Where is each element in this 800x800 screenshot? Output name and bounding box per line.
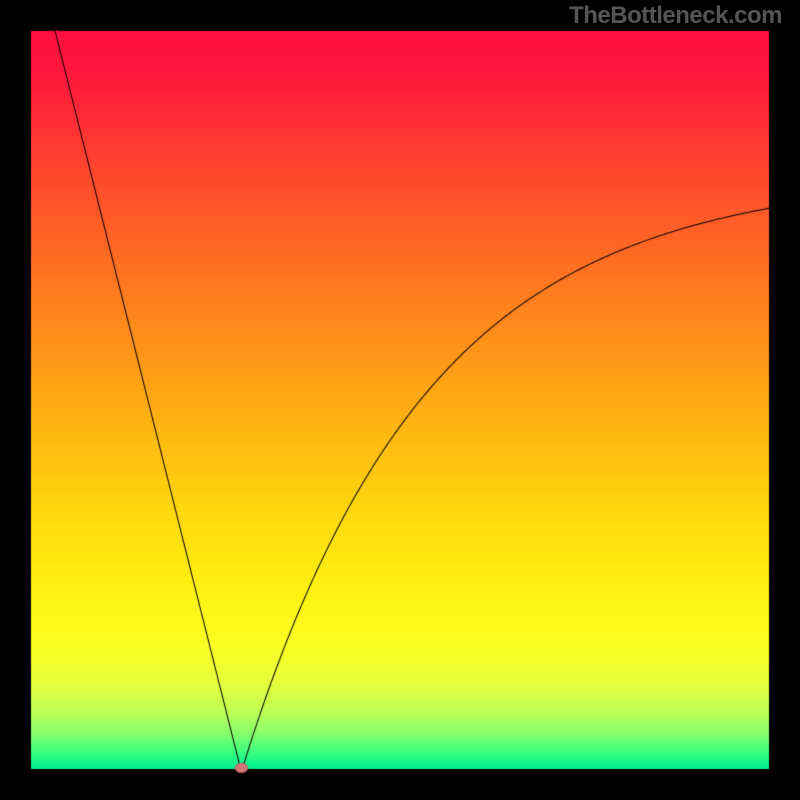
chart-container: TheBottleneck.com: [0, 0, 800, 800]
bottleneck-chart-canvas: [0, 0, 800, 800]
watermark-text: TheBottleneck.com: [569, 2, 782, 30]
